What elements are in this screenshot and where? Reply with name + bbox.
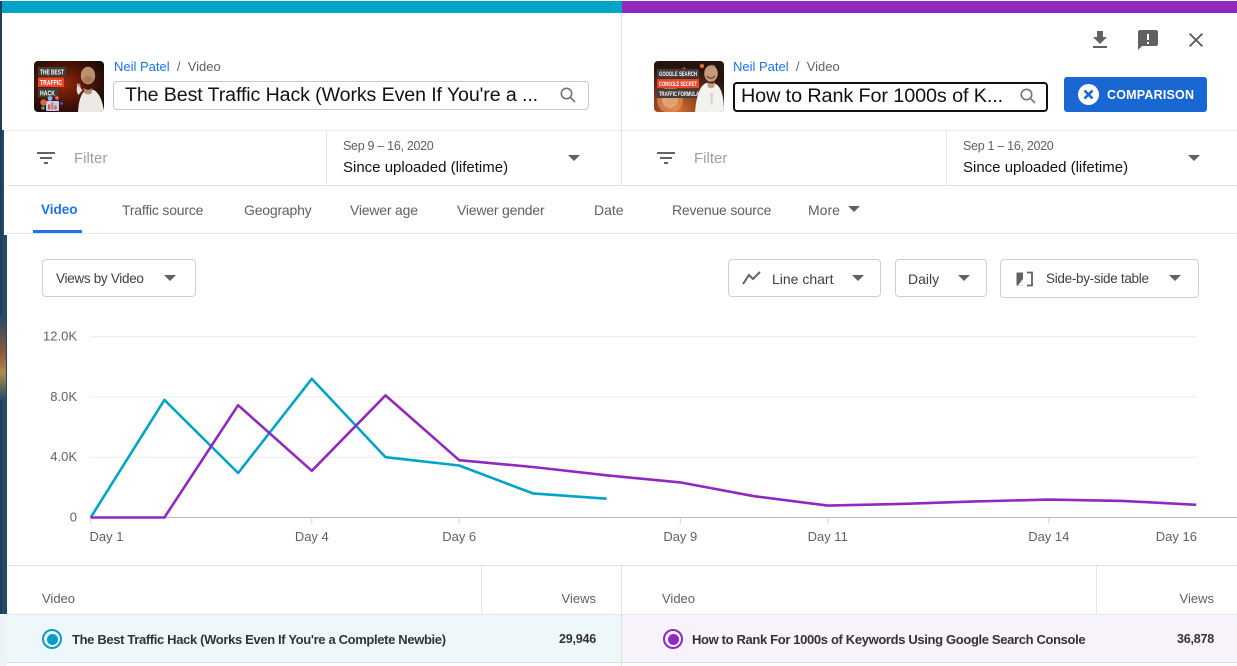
svg-text:Day 1: Day 1 <box>90 529 124 544</box>
svg-text:THE BEST: THE BEST <box>40 70 64 77</box>
svg-text:TRAFFIC: TRAFFIC <box>40 80 62 87</box>
svg-text:TRAFFIC FORMULA: TRAFFIC FORMULA <box>659 91 699 98</box>
svg-text:CONSOLE SECRET: CONSOLE SECRET <box>659 81 697 88</box>
svg-text:Day 11: Day 11 <box>808 529 848 544</box>
svg-text:Day 14: Day 14 <box>1028 529 1069 544</box>
svg-text:Day 6: Day 6 <box>442 529 476 544</box>
svg-text:0: 0 <box>70 509 77 524</box>
svg-text:Day 16: Day 16 <box>1156 529 1197 544</box>
svg-text:GOOGLE SEARCH: GOOGLE SEARCH <box>659 71 697 78</box>
svg-text:Day 9: Day 9 <box>663 529 697 544</box>
svg-text:12.0K: 12.0K <box>43 329 77 344</box>
svg-text:4.0K: 4.0K <box>50 449 77 464</box>
svg-text:8.0K: 8.0K <box>50 389 77 404</box>
svg-text:HACK: HACK <box>40 91 55 98</box>
svg-text:Day 4: Day 4 <box>295 529 329 544</box>
